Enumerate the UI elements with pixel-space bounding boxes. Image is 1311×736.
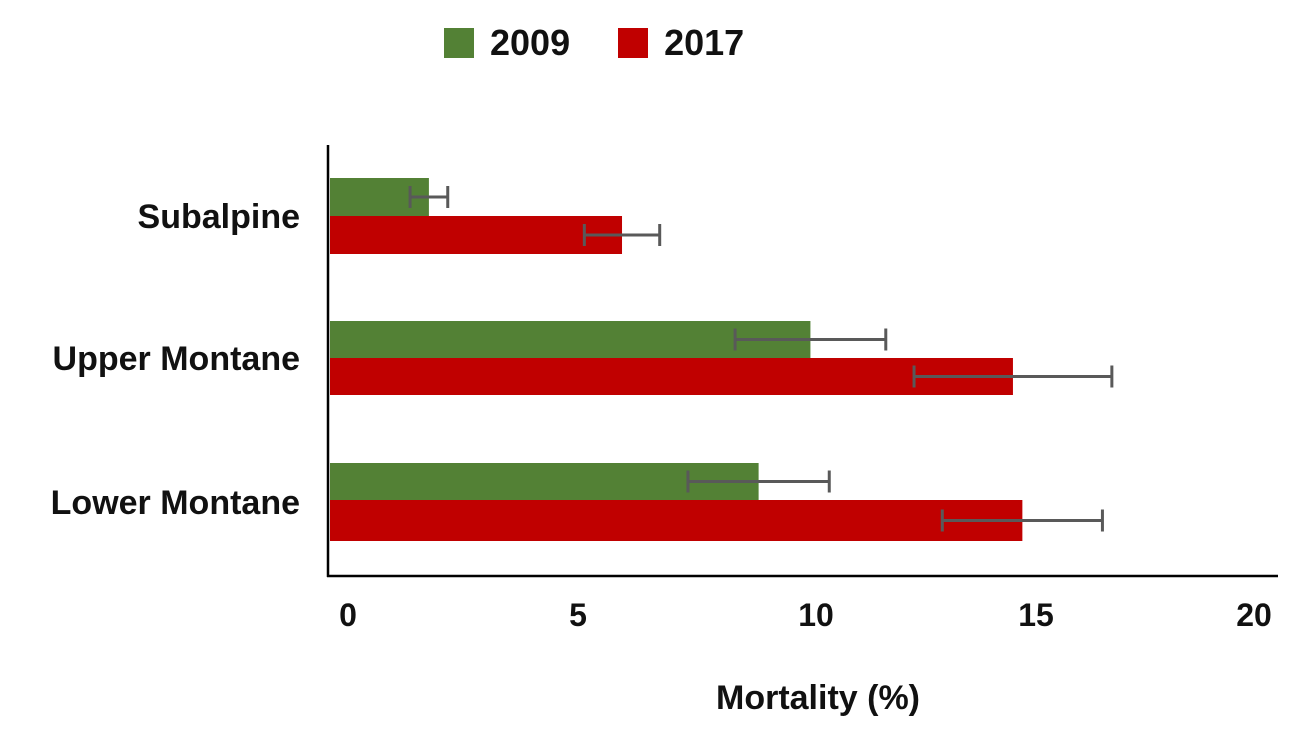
- bar-2009-upper-montane: [330, 321, 811, 358]
- category-label: Upper Montane: [53, 340, 300, 378]
- legend-label-2017: 2017: [664, 22, 745, 63]
- x-tick-label: 20: [1236, 597, 1272, 633]
- legend-item-2017: 2017: [618, 22, 744, 64]
- bar-2017-lower-montane: [330, 500, 1023, 541]
- x-tick-label: 0: [339, 597, 357, 633]
- x-axis-title: Mortality (%): [716, 679, 920, 717]
- x-tick-label: 15: [1018, 597, 1054, 633]
- legend-swatch-2009: [444, 28, 474, 58]
- x-tick-label: 5: [569, 597, 587, 633]
- legend: 2009 2017: [444, 22, 792, 64]
- legend-label-2009: 2009: [490, 22, 571, 63]
- bar-2017-subalpine: [330, 216, 623, 254]
- category-label: Lower Montane: [51, 484, 300, 522]
- legend-swatch-2017: [618, 28, 649, 58]
- x-tick-label: 10: [798, 597, 834, 633]
- category-label: Subalpine: [138, 198, 300, 236]
- bar-2017-upper-montane: [330, 358, 1013, 395]
- legend-item-2009: 2009: [444, 22, 570, 64]
